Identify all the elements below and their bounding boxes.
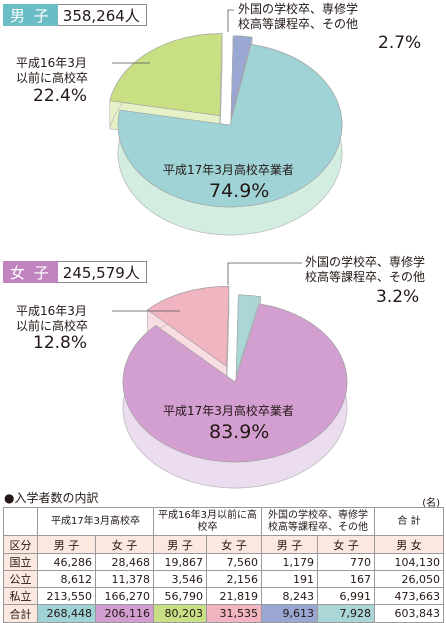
table-cell: 268,448	[37, 604, 96, 623]
table-cell: 7,928	[317, 604, 375, 623]
male-other-label: 外国の学校卒、専修学 校高等課程卒、その他	[238, 2, 359, 31]
male-total-tag: 男 子 358,264人	[3, 4, 147, 26]
table-cell: 31,535	[206, 604, 262, 623]
subheader-cell-2: 女 子	[95, 535, 154, 554]
subheader-cell-5: 男 子	[261, 535, 318, 554]
table-row: 合計 268,448 206,116 80,203 31,535 9,613 7,928 60…	[3, 604, 444, 623]
subheader-cell-6: 女 子	[317, 535, 375, 554]
table-cell: 206,116	[95, 604, 154, 623]
female-prior-label: 平成16年3月 以前に高校卒	[16, 304, 89, 333]
male-prior-label: 平成16年3月 以前に高校卒	[16, 56, 89, 85]
enrollment-table: 平成17年3月高校卒 平成16年3月以前に高校卒 外国の学校卒、専修学校高等課程…	[3, 507, 444, 623]
subheader-cell-0: 区分	[3, 535, 38, 554]
female-pie-chart	[112, 262, 348, 489]
table-row: 私立 213,550 166,270 56,790 21,819 8,243 6,991 47…	[3, 587, 444, 605]
table-header-row: 平成17年3月高校卒 平成16年3月以前に高校卒 外国の学校卒、専修学校高等課程…	[3, 507, 444, 536]
male-slice-1	[109, 33, 223, 117]
male-main-percent: 74.9%	[209, 180, 270, 202]
table-cell: 770	[317, 553, 375, 571]
table-cell: 19,867	[153, 553, 207, 571]
table-cell: 603,843	[374, 604, 444, 623]
table-cell: 80,203	[153, 604, 207, 623]
female-label: 女 子	[3, 261, 58, 283]
table-cell: 2,156	[206, 570, 262, 588]
table-cell: 1,179	[261, 553, 318, 571]
row-label: 国立	[3, 553, 38, 571]
table-cell: 167	[317, 570, 375, 588]
table-row: 公立 8,612 11,378 3,546 2,156 191 167 26,050	[3, 570, 444, 588]
male-label: 男 子	[3, 4, 58, 26]
subheader-cell-4: 女 子	[206, 535, 262, 554]
table-cell: 8,612	[37, 570, 96, 588]
male-main-label: 平成17年3月高校卒業者	[163, 163, 294, 177]
header-col-4: 合 計	[374, 507, 444, 536]
table-cell: 28,468	[95, 553, 154, 571]
table-cell: 3,546	[153, 570, 207, 588]
table-cell: 166,270	[95, 587, 154, 605]
subheader-cell-3: 男 子	[153, 535, 207, 554]
row-label: 合計	[3, 604, 38, 623]
table-cell: 26,050	[374, 570, 444, 588]
female-other-label: 外国の学校卒、専修学 校高等課程卒、その他	[305, 255, 426, 284]
table-subheader-row: 区分男 子女 子男 子女 子男 子女 子男 女	[3, 535, 444, 554]
female-total-tag: 女 子 245,579人	[3, 261, 147, 283]
male-slice-0	[117, 44, 343, 208]
female-main-percent: 83.9%	[209, 421, 270, 443]
female-main-label: 平成17年3月高校卒業者	[163, 404, 294, 418]
table-cell: 11,378	[95, 570, 154, 588]
table-row: 国立 46,286 28,468 19,867 7,560 1,179 770 104,130	[3, 553, 444, 571]
female-total: 245,579人	[57, 261, 147, 283]
female-slice-0	[122, 303, 348, 463]
table-cell: 56,790	[153, 587, 207, 605]
male-other-percent: 2.7%	[378, 33, 422, 53]
male-pie-chart	[109, 9, 343, 236]
male-slice-2	[230, 35, 253, 118]
table-cell: 6,991	[317, 587, 375, 605]
header-col-1: 平成17年3月高校卒	[37, 507, 154, 536]
table-cell: 104,130	[374, 553, 444, 571]
header-col-2: 平成16年3月以前に高校卒	[153, 507, 262, 536]
female-prior-percent: 12.8%	[33, 333, 88, 353]
table-cell: 7,560	[206, 553, 262, 571]
subheader-cell-7: 男 女	[374, 535, 444, 554]
header-col-3: 外国の学校卒、専修学校高等課程卒、その他	[261, 507, 375, 536]
table-cell: 9,613	[261, 604, 318, 623]
male-prior-percent: 22.4%	[33, 86, 88, 106]
male-total: 358,264人	[57, 4, 147, 26]
table-cell: 191	[261, 570, 318, 588]
table-cell: 213,550	[37, 587, 96, 605]
male-other-leader	[227, 9, 234, 32]
female-other-percent: 3.2%	[376, 287, 420, 307]
row-label: 公立	[3, 570, 38, 588]
female-slice-2	[235, 294, 262, 375]
table-cell: 21,819	[206, 587, 262, 605]
header-blank	[3, 507, 38, 536]
row-label: 私立	[3, 587, 38, 605]
table-cell: 46,286	[37, 553, 96, 571]
table-cell: 8,243	[261, 587, 318, 605]
female-slice-1	[146, 286, 230, 367]
table-title: ●入学者数の内訳	[4, 491, 99, 505]
female-other-leader	[227, 262, 302, 285]
subheader-cell-1: 男 子	[37, 535, 96, 554]
table-cell: 473,663	[374, 587, 444, 605]
table-unit: (名)	[422, 498, 440, 509]
